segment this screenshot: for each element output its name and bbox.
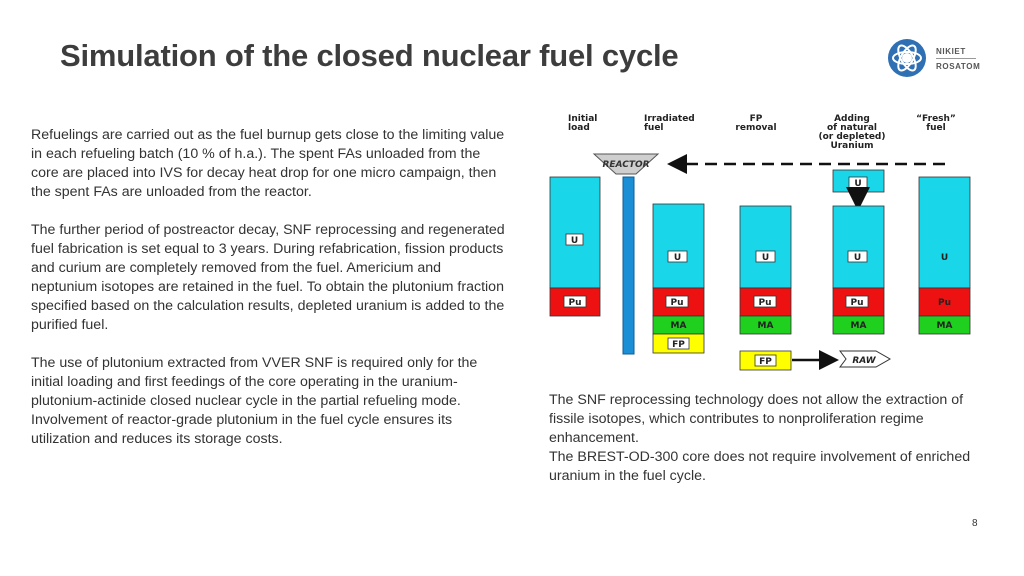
logo-rosatom-text: ROSATOM [936,62,981,71]
fp-removal-u-label: U [762,253,769,263]
header-fresh-fuel-2: fuel [926,123,946,133]
header-adding-2: of natural [827,123,877,133]
header-fp-removal-1: FP [750,114,763,124]
logo-nikiet-text: NIKIET [936,47,966,56]
fuel-cycle-diagram: Initial load Irradiated fuel FP removal … [549,114,971,371]
raw-label: RAW [852,356,876,366]
paragraph-refuelings: Refuelings are carried out as the fuel b… [31,127,505,200]
header-fp-removal-2: removal [735,123,776,133]
fresh-uranium-block [918,176,971,289]
adding-plutonium-block [832,287,885,317]
page-number: 8 [972,518,978,529]
fresh-u-label: U [941,253,948,263]
paragraph-reactor-grade: Involvement of reactor-grade plutonium i… [31,412,453,447]
adding-ma-block [832,315,885,335]
reactor-label: REACTOR [602,160,649,170]
header-irradiated-fuel-2: fuel [644,123,664,133]
column-irradiated-fuel: U Pu MA FP [652,203,705,354]
fresh-plutonium-block [918,287,971,317]
initial-pu-label: Pu [568,298,581,308]
column-fp-removal: U Pu MA FP [739,205,792,371]
adding-u-label: U [854,253,861,263]
paragraph-postreactor: The further period of postreactor decay,… [31,222,505,333]
paragraph-nonproliferation: The SNF reprocessing technology does not… [549,392,964,446]
fresh-ma-label: MA [937,321,953,331]
irradiated-fp-label: FP [672,340,685,350]
reactor-funnel: REACTOR [592,153,660,175]
irradiated-ma-label: MA [671,321,687,331]
header-adding-1: Adding [834,114,870,124]
added-u-label: U [854,179,861,189]
header-adding-3: (or depleted) [818,132,885,142]
right-text-block: The SNF reprocessing technology does not… [549,391,999,486]
logo-divider [936,58,976,59]
reactor-fuel-rod [622,176,635,355]
paragraph-vver-plutonium: The use of plutonium extracted from VVER… [31,355,478,409]
column-headers: Initial load Irradiated fuel FP removal … [568,114,956,151]
fp-removal-pu-label: Pu [758,298,771,308]
fresh-pu-label: Pu [938,298,951,308]
column-initial-load: U Pu [549,176,601,317]
header-initial-load-1: Initial [568,114,597,124]
left-text-block: Refuelings are carried out as the fuel b… [31,126,506,449]
header-fresh-fuel-1: “Fresh” [916,114,956,124]
rosatom-emblem-icon [888,39,926,77]
irradiated-pu-label: Pu [670,298,683,308]
page-title: Simulation of the closed nuclear fuel cy… [60,38,679,73]
initial-uranium-block [549,176,601,289]
adding-uranium-block [832,205,885,289]
fp-removal-ma-label: MA [758,321,774,331]
separated-fp-label: FP [759,357,772,367]
raw-waste-arrow-shape: RAW [839,350,892,368]
header-irradiated-fuel-1: Irradiated [644,114,695,124]
initial-u-label: U [571,236,578,246]
irradiated-u-label: U [674,253,681,263]
fp-removal-uranium-block [739,205,792,289]
header-initial-load-2: load [568,123,590,133]
nikiet-rosatom-logo: NIKIET ROSATOM [888,38,988,78]
irradiated-uranium-block [652,203,705,289]
column-adding-uranium: U U Pu MA [832,169,885,335]
fp-removal-ma-block [739,315,792,335]
fresh-ma-block [918,315,971,335]
paragraph-brest-core: The BREST-OD-300 core does not require i… [549,449,971,484]
column-fresh-fuel: U Pu MA [918,176,971,335]
adding-pu-label: Pu [850,298,863,308]
header-adding-4: Uranium [830,141,873,151]
adding-ma-label: MA [851,321,867,331]
